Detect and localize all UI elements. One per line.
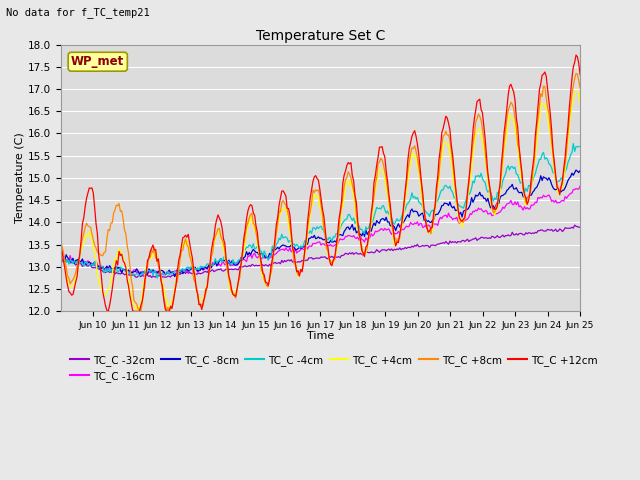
TC_C -16cm [91,263,99,268]
TC_C -8cm [575,169,582,175]
TC_C +8cm [57,237,65,242]
TC_C +8cm [576,85,584,91]
TC_C +12cm [57,245,65,251]
TC_C -32cm [571,222,579,228]
TC_C -16cm [325,243,333,249]
TC_C -32cm [428,242,436,248]
TC_C +12cm [572,52,580,58]
TC_C -16cm [576,183,584,189]
TC_C -4cm [575,144,582,150]
TC_C -4cm [74,261,82,267]
TC_C +8cm [325,257,333,263]
TC_C -4cm [57,254,65,260]
TC_C -8cm [325,240,333,246]
TC_C -8cm [57,256,65,262]
TC_C -4cm [576,144,584,149]
TC_C -32cm [576,224,584,230]
TC_C -4cm [325,235,333,240]
TC_C -16cm [506,200,513,206]
Line: TC_C -8cm: TC_C -8cm [61,170,580,276]
TC_C +12cm [91,204,99,210]
TC_C +4cm [57,242,65,248]
TC_C -32cm [91,264,99,270]
TC_C -16cm [161,272,169,278]
TC_C +12cm [74,260,82,266]
TC_C +8cm [428,220,436,226]
TC_C -16cm [573,186,581,192]
TC_C -32cm [57,257,65,263]
TC_C +4cm [506,111,513,117]
TC_C -16cm [74,257,82,263]
TC_C +12cm [104,309,112,314]
TC_C +12cm [576,72,584,78]
TC_C +8cm [575,78,582,84]
TC_C +4cm [428,228,436,234]
TC_C +4cm [133,309,141,314]
TC_C -8cm [171,274,179,279]
Text: No data for f_TC_temp21: No data for f_TC_temp21 [6,7,150,18]
Legend: TC_C -32cm, TC_C -16cm, TC_C -8cm, TC_C -4cm, TC_C +4cm, TC_C +8cm, TC_C +12cm: TC_C -32cm, TC_C -16cm, TC_C -8cm, TC_C … [66,351,602,386]
TC_C +12cm [428,225,436,230]
TC_C +4cm [74,262,82,268]
TC_C +4cm [575,90,582,96]
Title: Temperature Set C: Temperature Set C [256,29,385,43]
Text: WP_met: WP_met [71,55,124,68]
Line: TC_C -4cm: TC_C -4cm [61,144,580,278]
TC_C -32cm [148,275,156,280]
TC_C -32cm [325,253,333,259]
Line: TC_C -16cm: TC_C -16cm [61,186,580,275]
TC_C +8cm [163,309,170,314]
TC_C +8cm [91,242,99,248]
TC_C +8cm [506,103,513,109]
TC_C -16cm [428,223,436,229]
TC_C -8cm [91,259,99,265]
Line: TC_C +4cm: TC_C +4cm [61,91,580,312]
TC_C -32cm [575,224,582,230]
Y-axis label: Temperature (C): Temperature (C) [15,132,25,223]
TC_C +4cm [572,88,580,94]
TC_C -8cm [506,184,513,190]
Line: TC_C +8cm: TC_C +8cm [61,73,580,312]
TC_C +4cm [325,257,333,263]
TC_C -4cm [570,141,577,146]
TC_C -4cm [428,207,436,213]
TC_C +8cm [74,258,82,264]
TC_C -8cm [428,218,436,224]
X-axis label: Time: Time [307,331,334,341]
TC_C +12cm [325,256,333,262]
TC_C -4cm [506,167,513,173]
TC_C +4cm [576,100,584,106]
TC_C +12cm [575,60,582,66]
TC_C +4cm [91,250,99,255]
TC_C +12cm [506,83,513,89]
TC_C -32cm [74,261,82,267]
TC_C +8cm [572,71,580,76]
TC_C -8cm [572,167,580,173]
Line: TC_C -32cm: TC_C -32cm [61,225,580,277]
TC_C -4cm [91,259,99,264]
TC_C -32cm [506,233,513,239]
Line: TC_C +12cm: TC_C +12cm [61,55,580,312]
TC_C -8cm [576,168,584,173]
TC_C -4cm [153,275,161,281]
TC_C -8cm [74,256,82,262]
TC_C -16cm [57,252,65,257]
